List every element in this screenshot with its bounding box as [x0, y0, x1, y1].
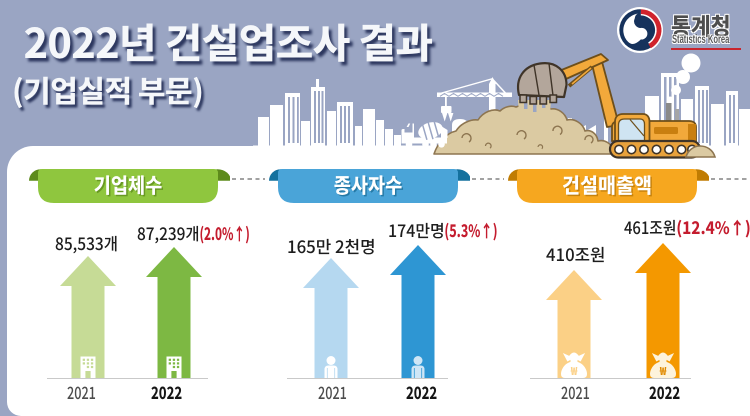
svg-text:₩: ₩	[659, 363, 667, 378]
svg-text:₩: ₩	[570, 363, 578, 378]
svg-text:건설매출액: 건설매출액	[562, 170, 652, 200]
svg-text:종사자수: 종사자수	[334, 170, 403, 200]
svg-text:기업체수: 기업체수	[94, 170, 163, 200]
svg-text:건설매출액: 건설매출액	[564, 172, 654, 202]
svg-text:기업체수: 기업체수	[95, 172, 164, 202]
svg-text:종사자수: 종사자수	[335, 172, 404, 202]
